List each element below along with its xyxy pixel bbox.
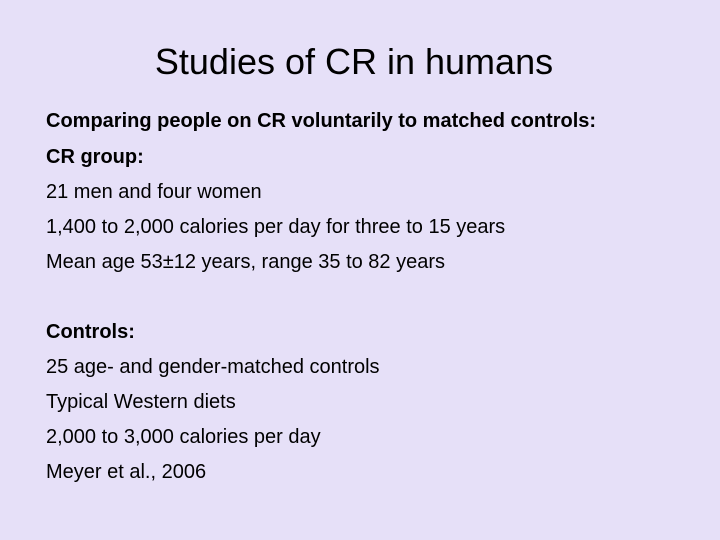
section-spacer: [46, 280, 686, 315]
slide-body: Comparing people on CR voluntarily to ma…: [46, 108, 686, 490]
cr-group-item: 21 men and four women: [46, 181, 262, 203]
cr-group-item: Mean age 53±12 years, range 35 to 82 yea…: [46, 251, 446, 273]
intro-text: Comparing people on CR voluntarily to ma…: [46, 110, 597, 132]
citation: Meyer et al., 2006: [46, 461, 207, 483]
controls-item: 25 age- and gender-matched controls: [46, 356, 380, 378]
slide-title: Studies of CR in humans: [154, 41, 554, 82]
cr-group-heading: CR group:: [46, 146, 144, 168]
controls-item: Typical Western diets: [46, 391, 236, 413]
cr-group-item: 1,400 to 2,000 calories per day for thre…: [46, 216, 506, 238]
controls-heading: Controls:: [46, 321, 135, 343]
controls-item: 2,000 to 3,000 calories per day: [46, 426, 321, 448]
